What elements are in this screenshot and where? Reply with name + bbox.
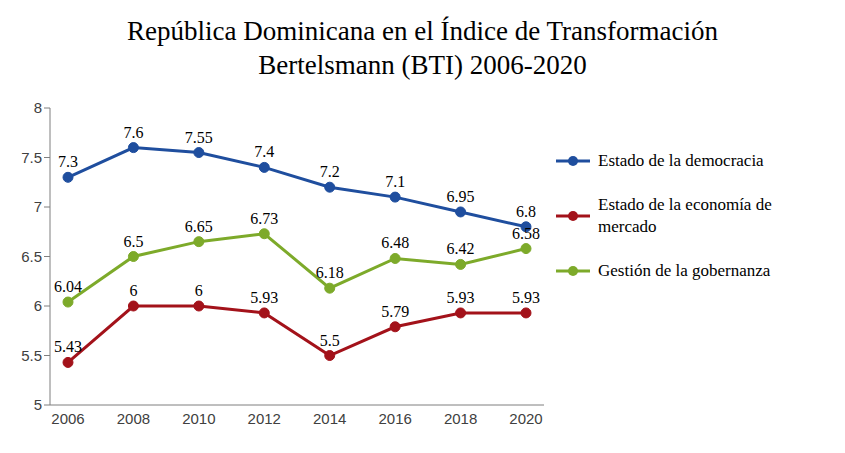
svg-text:5.5: 5.5 xyxy=(21,347,42,364)
svg-text:6.95: 6.95 xyxy=(447,188,475,205)
svg-text:5.93: 5.93 xyxy=(512,289,540,306)
svg-text:6.58: 6.58 xyxy=(512,225,540,242)
html-text:Estado de la democracia: Estado de la democracia xyxy=(598,150,764,170)
svg-text:6.42: 6.42 xyxy=(447,240,475,257)
svg-text:2006: 2006 xyxy=(51,410,84,427)
svg-text:5.93: 5.93 xyxy=(250,289,278,306)
svg-text:7: 7 xyxy=(34,198,42,215)
svg-text:6.5: 6.5 xyxy=(21,248,42,265)
html-text:Bertelsmann (BTI) 2006-2020: Bertelsmann (BTI) 2006-2020 xyxy=(258,50,587,80)
svg-text:5.5: 5.5 xyxy=(320,332,340,349)
svg-text:5.93: 5.93 xyxy=(447,289,475,306)
svg-text:6: 6 xyxy=(195,282,203,299)
svg-text:7.6: 7.6 xyxy=(123,124,143,141)
svg-text:2020: 2020 xyxy=(509,410,542,427)
svg-text:2016: 2016 xyxy=(378,410,411,427)
svg-text:7.4: 7.4 xyxy=(254,143,274,160)
svg-text:5: 5 xyxy=(34,396,42,413)
svg-text:7.5: 7.5 xyxy=(21,149,42,166)
svg-text:2008: 2008 xyxy=(117,410,150,427)
svg-text:7.2: 7.2 xyxy=(320,163,340,180)
svg-text:6.48: 6.48 xyxy=(381,234,409,251)
svg-text:6.8: 6.8 xyxy=(516,203,536,220)
html-text:Estado de la economía de merca: Estado de la economía de mercado xyxy=(598,194,772,236)
svg-text:6.04: 6.04 xyxy=(54,278,82,295)
svg-text:2018: 2018 xyxy=(444,410,477,427)
svg-text:6.65: 6.65 xyxy=(185,218,213,235)
svg-text:2012: 2012 xyxy=(248,410,281,427)
svg-text:8: 8 xyxy=(34,99,42,116)
html-text:República Dominicana en el Índ: República Dominicana en el Índice de Tra… xyxy=(127,16,718,46)
svg-text:7.1: 7.1 xyxy=(385,173,405,190)
svg-text:6: 6 xyxy=(34,297,42,314)
svg-text:5.79: 5.79 xyxy=(381,303,409,320)
html-text:Gestión de la gobernanza: Gestión de la gobernanza xyxy=(598,260,771,280)
svg-text:6: 6 xyxy=(129,282,137,299)
svg-text:2014: 2014 xyxy=(313,410,346,427)
svg-text:6.73: 6.73 xyxy=(250,210,278,227)
svg-text:5.43: 5.43 xyxy=(54,338,82,355)
svg-text:6.18: 6.18 xyxy=(316,264,344,281)
svg-text:2010: 2010 xyxy=(182,410,215,427)
svg-text:7.3: 7.3 xyxy=(58,153,78,170)
svg-text:7.55: 7.55 xyxy=(185,129,213,146)
svg-text:6.5: 6.5 xyxy=(123,233,143,250)
